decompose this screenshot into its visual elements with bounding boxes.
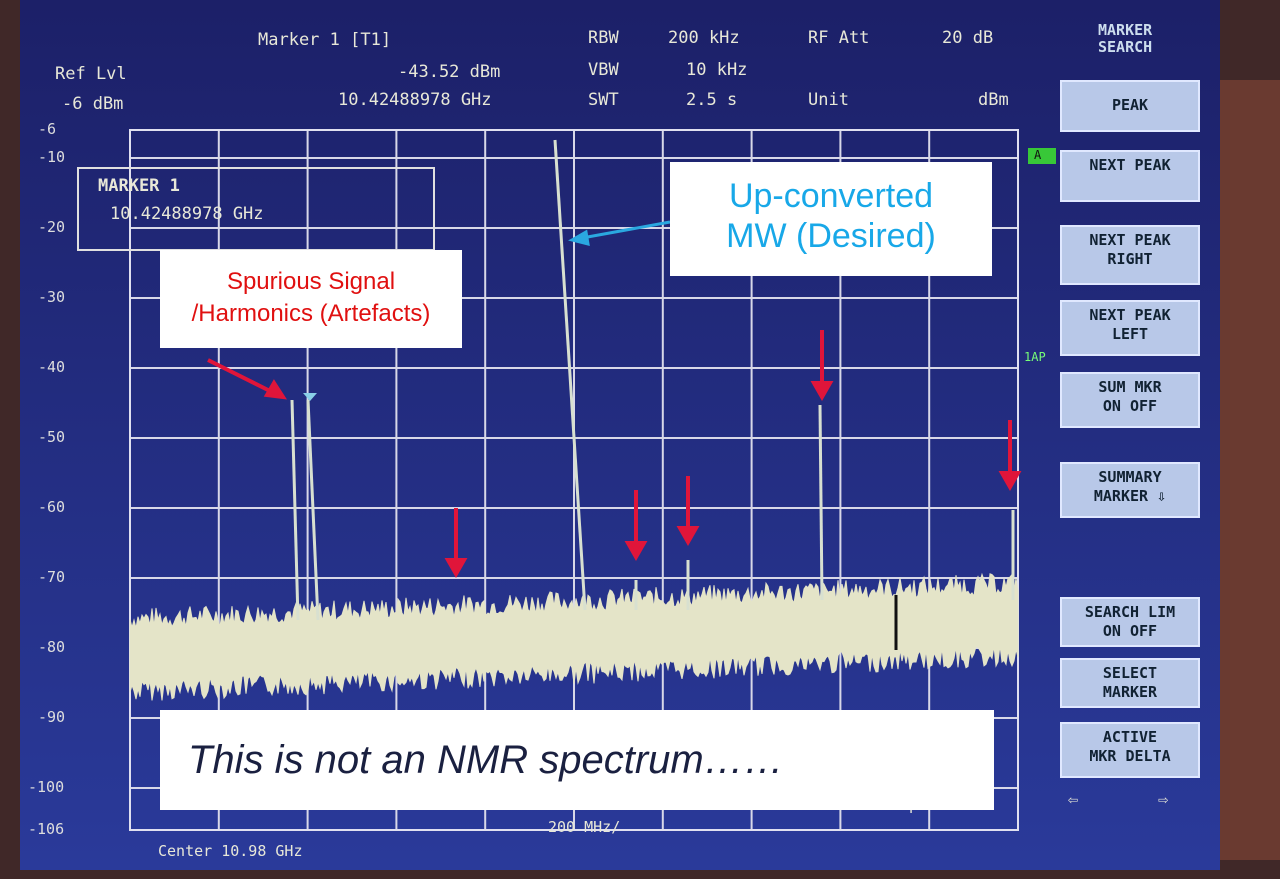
softkey-line: SELECT — [1062, 664, 1198, 683]
softkey-line: ACTIVE — [1062, 728, 1198, 747]
note: This is not an NMR spectrum…… — [160, 710, 994, 810]
page: Marker 1 [T1] -43.52 dBm 10.42488978 GHz… — [0, 0, 1280, 879]
unit-label: Unit — [808, 90, 849, 110]
arrow-left[interactable]: ⇦ — [1068, 790, 1078, 810]
y-label: -106 — [28, 820, 64, 838]
spurious-line: /Harmonics (Artefacts) — [160, 298, 462, 330]
marker-level: -43.52 dBm — [398, 62, 500, 82]
spurious-label: Spurious Signal/Harmonics (Artefacts) — [160, 250, 462, 348]
desired-line: Up-converted — [670, 176, 992, 216]
swt-value: 2.5 s — [686, 90, 737, 110]
softkey-line: NEXT PEAK — [1062, 231, 1198, 250]
softkey-line: RIGHT — [1062, 250, 1198, 269]
y-label: -10 — [38, 148, 65, 166]
arrow-right[interactable]: ⇨ — [1158, 790, 1168, 810]
softkey-line: ON OFF — [1062, 397, 1198, 416]
desired-line: MW (Desired) — [670, 216, 992, 256]
buttons-strip — [1220, 80, 1280, 860]
softkey-line: NEXT PEAK — [1062, 306, 1198, 325]
per-div: 200 MHz/ — [548, 818, 620, 836]
ref-lvl-value: -6 dBm — [62, 94, 123, 114]
rfatt-label: RF Att — [808, 28, 869, 48]
marker-box-title: MARKER 1 — [98, 176, 180, 196]
y-label: -60 — [38, 498, 65, 516]
menu-title-line: SEARCH — [1098, 39, 1152, 56]
vbw-value: 10 kHz — [686, 60, 747, 80]
y-label: -80 — [38, 638, 65, 656]
swt-label: SWT — [588, 90, 619, 110]
ref-lvl-label: Ref Lvl — [55, 64, 127, 84]
softkey-line: NEXT PEAK — [1062, 156, 1198, 175]
softkey-line: ON OFF — [1062, 622, 1198, 641]
y-label: -90 — [38, 708, 65, 726]
marker-freq: 10.42488978 GHz — [338, 90, 492, 110]
y-label: -20 — [38, 218, 65, 236]
marker-box-freq: 10.42488978 GHz — [110, 204, 264, 224]
y-label: -6 — [38, 120, 56, 138]
rbw-value: 200 kHz — [668, 28, 740, 48]
y-label: -50 — [38, 428, 65, 446]
y-label: -40 — [38, 358, 65, 376]
softkey-line: MKR DELTA — [1062, 747, 1198, 766]
marker-title: Marker 1 [T1] — [258, 30, 391, 50]
spurious-line: Spurious Signal — [160, 266, 462, 298]
unit-value: dBm — [978, 90, 1009, 110]
softkey-line: PEAK — [1062, 96, 1198, 115]
menu-title-line: MARKER — [1098, 22, 1152, 39]
vbw-label: VBW — [588, 60, 619, 80]
softkey-line: LEFT — [1062, 325, 1198, 344]
flag-a: A — [1034, 148, 1041, 162]
softkey-line: SEARCH LIM — [1062, 603, 1198, 622]
y-label: -70 — [38, 568, 65, 586]
softkey-line: MARKER ⇩ — [1062, 487, 1198, 506]
screen: Marker 1 [T1] -43.52 dBm 10.42488978 GHz… — [0, 0, 1280, 879]
softkey[interactable]: PEAK — [1060, 80, 1200, 132]
y-label: -30 — [38, 288, 65, 306]
softkey-line: SUM MKR — [1062, 378, 1198, 397]
flag-ap: 1AP — [1024, 350, 1046, 364]
center-freq: Center 10.98 GHz — [158, 842, 303, 860]
softkey[interactable]: NEXT PEAK — [1060, 150, 1200, 202]
flag-a-bg — [1028, 148, 1056, 164]
y-label: -100 — [28, 778, 64, 796]
rbw-label: RBW — [588, 28, 619, 48]
softkey-line: SUMMARY — [1062, 468, 1198, 487]
rfatt-value: 20 dB — [942, 28, 993, 48]
softkey-line: MARKER — [1062, 683, 1198, 702]
